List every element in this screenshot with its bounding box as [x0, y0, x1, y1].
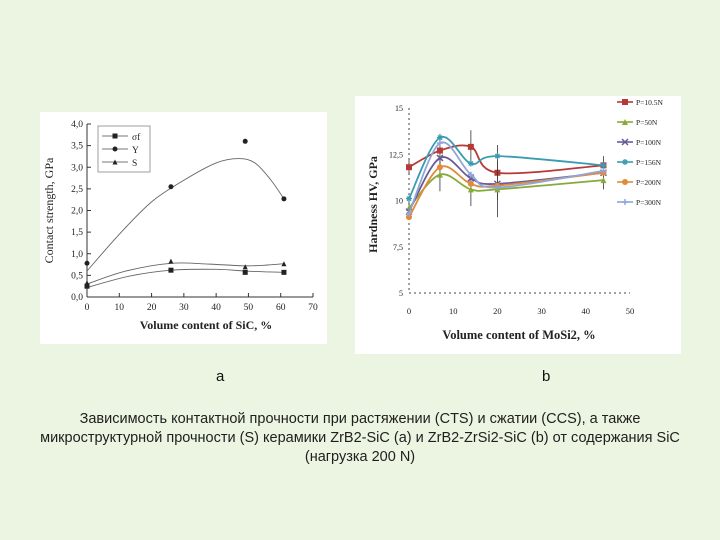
x-tick-label: 20 — [493, 306, 502, 316]
chart-a-svg: 0,0 0,5 1,0 1,5 2,0 2,5 3,0 3,5 4,0 0 10 20 30 40 50 60… — [42, 120, 318, 332]
data-point-x — [436, 154, 444, 162]
chart-panel-b: 5 7,5 10 12,5 15 0 10 20 30 40 50 Volume content of… — [355, 96, 681, 354]
data-point-square — [436, 147, 443, 154]
data-point-circle — [281, 196, 287, 202]
data-point-triangle — [600, 177, 607, 184]
data-point-circle — [406, 214, 412, 221]
x-tick-label: 0 — [407, 306, 411, 316]
legend-label: σf — [132, 132, 141, 143]
data-point-circle — [242, 138, 248, 144]
legend-marker — [621, 138, 629, 146]
x-tick-label: 50 — [244, 303, 254, 313]
y-tick-label: 3,0 — [71, 163, 83, 173]
x-axis-title: Volume content of SiC, % — [140, 318, 273, 332]
legend-marker — [112, 133, 118, 139]
fit-curve-0 — [86, 268, 284, 288]
x-tick-label: 10 — [115, 303, 125, 313]
legend-label: P=50N — [636, 118, 658, 127]
data-point-triangle — [436, 171, 443, 178]
y-tick-label: 2,5 — [71, 185, 83, 195]
data-point-square — [84, 283, 90, 289]
y-axis-title: Hardness HV, GPa — [366, 156, 380, 253]
data-point-square — [406, 164, 412, 171]
figure-caption: Зависимость контактной прочности при рас… — [40, 411, 680, 465]
data-point-square — [467, 143, 474, 150]
data-point-circle — [84, 260, 90, 266]
x-tick-label: 60 — [276, 303, 286, 313]
panel-label-b: b — [542, 368, 551, 385]
x-tick-label: 30 — [179, 303, 189, 313]
data-point-plus — [494, 184, 501, 191]
data-point-circle — [436, 164, 443, 171]
chart-panel-a: 0,0 0,5 1,0 1,5 2,0 2,5 3,0 3,5 4,0 0 10 20 30 40 50 60… — [40, 112, 327, 344]
y-tick-label: 1,0 — [71, 250, 83, 260]
y-tick-label: 10 — [395, 197, 403, 206]
data-point-circle — [467, 180, 474, 187]
panel-label-a: a — [216, 368, 225, 385]
legend-marker — [622, 119, 628, 125]
legend-marker — [622, 159, 628, 165]
data-point-plus — [467, 171, 474, 178]
x-tick-label: 30 — [537, 306, 546, 316]
data-point-star — [600, 162, 607, 169]
y-tick-label: 1,5 — [71, 228, 83, 238]
data-point-circle — [168, 184, 174, 190]
legend-label: P=10.5N — [636, 98, 664, 107]
data-point-triangle — [467, 186, 474, 193]
x-axis-title: Volume content of MoSi2, % — [442, 328, 595, 342]
series-line-1 — [408, 173, 604, 209]
data-point-square — [242, 269, 248, 275]
y-tick-label: 5 — [399, 289, 403, 298]
y-tick-label: 15 — [395, 104, 403, 113]
data-point-triangle — [168, 258, 174, 264]
y-tick-label: 12,5 — [389, 150, 403, 159]
y-tick-label: 4,0 — [71, 120, 83, 130]
data-point-triangle — [281, 261, 287, 267]
data-point-star — [436, 134, 443, 141]
x-tick-label: 40 — [582, 306, 591, 316]
legend-marker — [622, 179, 628, 185]
y-tick-label: 3,5 — [71, 142, 83, 152]
x-tick-label: 50 — [626, 306, 635, 316]
data-point-square — [168, 267, 174, 273]
x-tick-label: 70 — [308, 303, 318, 313]
legend-marker — [112, 159, 118, 165]
legend-label: P=156N — [636, 158, 662, 167]
fit-curve-2 — [86, 262, 284, 285]
fit-curve-1 — [86, 158, 285, 272]
y-axis-title: Contact strength, GPa — [42, 157, 56, 263]
legend-marker — [112, 146, 118, 152]
x-tick-label: 10 — [449, 306, 458, 316]
data-point-triangle — [84, 280, 90, 286]
data-point-star — [467, 160, 474, 167]
legend-marker — [622, 199, 628, 205]
y-tick-label: 7,5 — [393, 243, 403, 252]
data-point-square — [281, 269, 287, 275]
chart-b-svg: 5 7,5 10 12,5 15 0 10 20 30 40 50 Volume content of… — [366, 98, 664, 342]
y-tick-label: 2,0 — [71, 207, 83, 217]
y-tick-label: 0,0 — [71, 293, 83, 303]
x-tick-label: 0 — [85, 303, 90, 313]
legend-label: P=200N — [636, 178, 662, 187]
data-point-plus — [600, 167, 607, 174]
data-point-plus — [436, 140, 443, 147]
x-tick-label: 20 — [147, 303, 157, 313]
data-point-star — [494, 153, 501, 160]
x-tick-label: 40 — [211, 303, 221, 313]
data-point-plus — [406, 210, 412, 217]
y-tick-label: 0,5 — [71, 271, 83, 281]
legend-label: P=100N — [636, 138, 662, 147]
data-point-star — [406, 195, 412, 202]
legend-marker — [622, 99, 628, 105]
legend-label: Y — [132, 146, 139, 156]
legend-label: S — [132, 159, 137, 169]
data-point-triangle — [242, 264, 248, 270]
legend-label: P=300N — [636, 198, 662, 207]
